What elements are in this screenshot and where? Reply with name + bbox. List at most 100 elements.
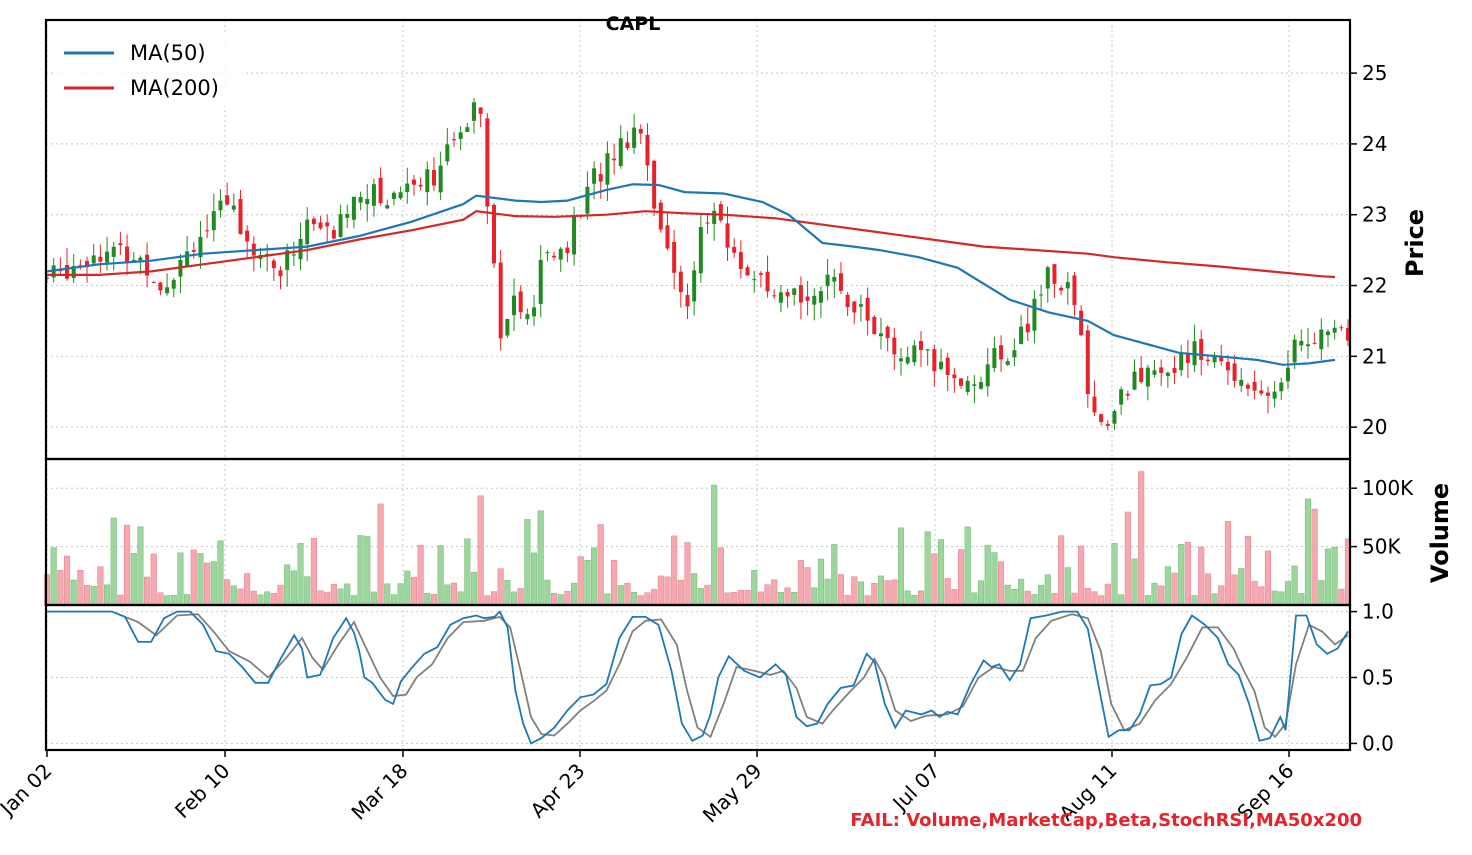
volume-bar: [350, 595, 357, 606]
candle-body: [725, 223, 730, 248]
legend-ma200-label: MA(200): [130, 76, 219, 100]
candle-body: [238, 199, 243, 235]
candle-body: [778, 292, 783, 303]
volume-bar: [1138, 471, 1145, 606]
volume-bar: [1104, 583, 1111, 606]
candle-body: [678, 271, 683, 293]
volume-bar: [1118, 594, 1125, 606]
volume-bar: [844, 595, 851, 606]
volume-bar: [530, 552, 538, 606]
volume-bar: [1271, 590, 1278, 606]
candle-body: [311, 218, 316, 225]
volume-bar: [904, 590, 911, 606]
volume-bar: [744, 590, 751, 606]
volume-bar: [110, 517, 117, 606]
candle-body: [345, 214, 350, 218]
volume-bar: [697, 588, 704, 606]
volume-bar: [791, 592, 798, 606]
volume-bar: [991, 552, 998, 606]
volume-bar: [504, 580, 511, 606]
volume-bar: [437, 545, 444, 606]
volume-bar: [490, 591, 498, 606]
price-tick-label: 21: [1362, 344, 1387, 368]
volume-bar: [517, 588, 524, 606]
candle-body: [872, 316, 877, 335]
volume-bar: [624, 582, 631, 606]
candle-body: [1265, 392, 1270, 396]
candle-body: [518, 291, 523, 313]
volume-bar: [764, 584, 771, 606]
volume-bar: [911, 594, 918, 606]
candle-body: [1245, 384, 1250, 389]
volume-bar: [1144, 595, 1151, 606]
candle-body: [945, 357, 950, 376]
candle-body: [1159, 367, 1164, 374]
candle-body: [211, 211, 216, 231]
candle-body: [278, 270, 283, 277]
candle-body: [805, 296, 810, 301]
volume-bar: [657, 575, 664, 606]
volume-bar: [797, 560, 804, 606]
candle-body: [492, 204, 497, 264]
candle-body: [1346, 328, 1350, 341]
volume-bar: [70, 579, 77, 606]
stoch-tick-label: 1.0: [1362, 600, 1394, 624]
volume-bar: [1258, 586, 1265, 606]
volume-bar: [317, 590, 324, 606]
volume-tick-label: 100K: [1362, 476, 1414, 500]
price-y-ticks: 20 21 22 23 24 25: [1350, 61, 1387, 439]
ma50-line: [46, 183, 1336, 366]
candle-body: [705, 222, 710, 224]
volume-bar: [544, 579, 551, 606]
volume-bar: [404, 570, 411, 606]
volume-bar: [1331, 546, 1338, 606]
volume-bar: [817, 558, 824, 606]
volume-bar: [304, 576, 311, 606]
volume-bar: [1224, 521, 1231, 606]
candle-body: [752, 279, 757, 281]
candle-body: [665, 225, 670, 249]
candle-body: [325, 222, 330, 227]
candle-body: [1072, 275, 1077, 306]
volume-bar: [1338, 588, 1345, 606]
candle-body: [525, 314, 530, 320]
volume-bar: [1218, 585, 1225, 606]
candle-body: [158, 282, 163, 291]
volume-bar: [1284, 581, 1292, 606]
volume-bar: [964, 526, 971, 606]
volume-bar: [731, 592, 738, 606]
candle-body: [852, 301, 857, 313]
candle-body: [1045, 267, 1050, 289]
volume-bar: [851, 576, 858, 606]
candle-body: [85, 260, 90, 268]
candle-body: [605, 153, 610, 185]
volume-bar: [63, 555, 71, 606]
candle-body: [1292, 339, 1297, 363]
candle-body: [478, 107, 483, 114]
volume-bar: [117, 594, 124, 606]
candle-body: [972, 384, 977, 386]
candle-body: [1092, 396, 1097, 413]
volume-bar: [957, 549, 965, 606]
candle-body: [1025, 323, 1030, 333]
volume-bar: [330, 584, 337, 606]
volume-bar: [137, 526, 144, 606]
volume-bar: [337, 588, 344, 606]
fail-message: FAIL: Volume,MarketCap,Beta,StochRSI,MA5…: [850, 810, 1362, 831]
volume-bar: [871, 583, 878, 606]
volume-bar: [591, 547, 598, 606]
volume-bar: [1038, 584, 1045, 606]
candle-body: [572, 215, 577, 255]
price-tick-label: 25: [1362, 61, 1387, 85]
volume-bar: [884, 580, 891, 606]
candle-body: [618, 138, 623, 166]
candle-body: [1052, 264, 1057, 284]
candle-body: [932, 349, 937, 372]
candle-body: [1259, 390, 1264, 394]
volume-bar: [324, 591, 331, 606]
volume-bar: [217, 540, 224, 606]
volume-bar: [877, 575, 885, 606]
x-tick-label: May 29: [698, 759, 767, 828]
volume-bar: [1291, 565, 1298, 606]
volume-bar: [777, 591, 784, 606]
